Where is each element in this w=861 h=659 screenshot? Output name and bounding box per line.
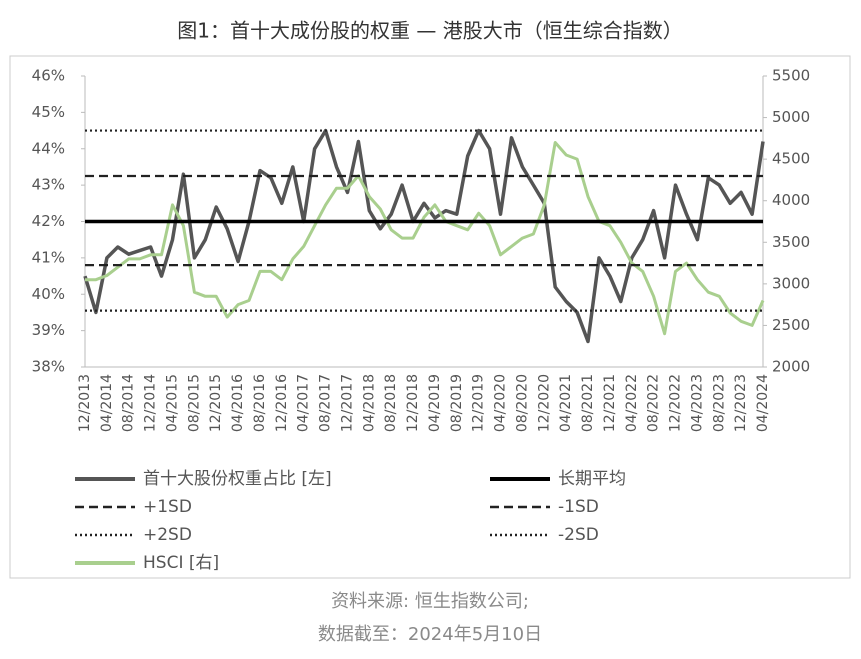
y-tick-label: 38% [32, 358, 65, 376]
x-tick-label: 08/2022 [646, 374, 662, 432]
legend-label: 首十大股份权重占比 [左] [143, 469, 332, 489]
footer-date: 数据截至：2024年5月10日 [318, 624, 542, 645]
x-tick-label: 12/2016 [274, 374, 290, 432]
x-tick-label: 12/2021 [602, 374, 618, 432]
x-tick-label: 08/2020 [514, 374, 530, 432]
x-tick-label: 04/2015 [164, 374, 180, 432]
x-tick-label: 08/2017 [318, 374, 334, 432]
x-tick-label: 12/2018 [405, 374, 421, 432]
x-tick-label: 04/2024 [755, 374, 771, 432]
x-tick-label: 12/2015 [208, 374, 224, 432]
legend-label: +1SD [143, 497, 192, 517]
y2-tick-label: 5500 [772, 67, 810, 85]
y-tick-label: 40% [32, 285, 65, 303]
x-tick-label: 04/2023 [689, 374, 705, 432]
y-tick-label: 41% [32, 248, 65, 266]
x-tick-label: 08/2014 [121, 374, 137, 432]
y2-tick-label: 5000 [772, 108, 810, 126]
y2-tick-label: 4000 [772, 191, 810, 209]
y-tick-label: 39% [32, 321, 65, 339]
x-tick-label: 08/2018 [383, 374, 399, 432]
y2-tick-label: 3000 [772, 274, 810, 292]
legend-label: -1SD [558, 497, 599, 517]
y-tick-label: 44% [32, 139, 65, 157]
x-tick-label: 08/2019 [449, 374, 465, 432]
y-tick-label: 46% [32, 67, 65, 85]
x-tick-label: 04/2017 [296, 374, 312, 432]
chart-title: 图1：首十大成份股的权重 — 港股大市（恒生综合指数） [177, 19, 682, 43]
legend-label: HSCI [右] [143, 553, 219, 573]
legend-label: +2SD [143, 525, 192, 545]
x-tick-label: 08/2023 [711, 374, 727, 432]
footer-source: 资料来源: 恒生指数公司; [331, 591, 529, 612]
x-tick-label: 08/2015 [186, 374, 202, 432]
x-tick-label: 04/2016 [230, 374, 246, 432]
chart-frame [9, 55, 851, 579]
series-line [85, 141, 765, 336]
y2-tick-label: 2500 [772, 316, 810, 334]
x-tick-label: 04/2022 [624, 374, 640, 432]
y-tick-label: 42% [32, 212, 65, 230]
legend-label: 长期平均 [558, 469, 626, 489]
x-tick-label: 04/2014 [99, 374, 115, 432]
y2-tick-label: 2000 [772, 358, 810, 376]
y2-tick-label: 4500 [772, 150, 810, 168]
x-tick-label: 08/2021 [580, 374, 596, 432]
y-tick-label: 43% [32, 176, 65, 194]
x-tick-label: 04/2021 [558, 374, 574, 432]
x-tick-label: 12/2017 [339, 374, 355, 432]
x-tick-label: 08/2016 [252, 374, 268, 432]
x-tick-label: 04/2019 [427, 374, 443, 432]
x-tick-label: 04/2020 [493, 374, 509, 432]
x-tick-label: 04/2018 [361, 374, 377, 432]
y2-tick-label: 3500 [772, 233, 810, 251]
x-tick-label: 12/2022 [668, 374, 684, 432]
x-tick-label: 12/2013 [77, 374, 93, 432]
x-tick-label: 12/2020 [536, 374, 552, 432]
x-tick-label: 12/2023 [733, 374, 749, 432]
x-tick-label: 12/2019 [471, 374, 487, 432]
legend-label: -2SD [558, 525, 599, 545]
x-tick-label: 12/2014 [143, 374, 159, 432]
y-tick-label: 45% [32, 103, 65, 121]
